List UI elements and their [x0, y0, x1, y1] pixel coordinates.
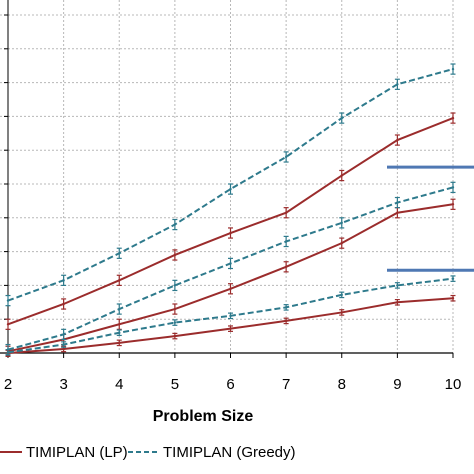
legend-label: TIMIPLAN (Greedy) [163, 444, 296, 461]
data-point [118, 341, 121, 345]
x-tick-label: 4 [115, 376, 123, 393]
data-point [284, 211, 288, 214]
data-point [340, 221, 343, 225]
data-point [6, 323, 10, 326]
series-line [7, 68, 454, 302]
data-point [396, 83, 399, 86]
x-tick-label: 5 [171, 376, 179, 393]
x-tick-label: 8 [338, 376, 346, 393]
data-point [62, 302, 65, 306]
x-axis-title: Problem Size [153, 408, 254, 425]
data-point [229, 231, 232, 235]
data-point [173, 334, 177, 338]
data-point [62, 333, 65, 336]
data-point [62, 279, 65, 282]
x-tick-labels: 2 3 4 5 6 7 8 9 10 [4, 376, 462, 393]
data-point [6, 299, 10, 302]
data-point [284, 265, 288, 269]
data-point [118, 331, 121, 334]
data-point [229, 327, 232, 330]
data-point [340, 311, 343, 314]
series-6 [5, 275, 456, 356]
data-point [396, 201, 399, 204]
series-group [5, 63, 456, 357]
data-point [173, 307, 177, 311]
reference-lines [387, 165, 474, 272]
x-tick-label: 3 [59, 376, 67, 393]
data-point [340, 293, 343, 297]
data-point [451, 297, 455, 300]
legend-item: TIMIPLAN (Greedy) [128, 444, 296, 461]
data-point [229, 287, 232, 290]
data-point [118, 307, 121, 311]
x-tick-label: 6 [226, 376, 234, 393]
data-point [62, 343, 65, 346]
data-point [396, 138, 399, 142]
data-point [284, 319, 288, 323]
x-tick-label: 2 [4, 376, 12, 393]
data-point [229, 262, 232, 265]
data-point [451, 203, 455, 206]
data-point [118, 279, 121, 282]
data-point [173, 321, 177, 324]
x-tick-label: 9 [393, 376, 401, 393]
grid [0, 0, 454, 353]
data-point [340, 174, 343, 177]
data-point [6, 351, 10, 354]
data-point [118, 323, 121, 326]
data-point [229, 187, 232, 191]
series-2 [5, 63, 456, 307]
data-point [451, 186, 455, 189]
data-point [451, 277, 455, 280]
data-point [451, 67, 455, 71]
legend: TIMIPLAN (LP) TIMIPLAN (Greedy) [0, 444, 296, 461]
data-point [229, 314, 232, 318]
data-point [340, 241, 343, 245]
data-point [396, 211, 399, 214]
legend-item: TIMIPLAN (LP) [0, 444, 128, 461]
data-point [284, 306, 288, 309]
series-4 [5, 181, 456, 356]
data-point [284, 155, 288, 159]
data-point [62, 347, 65, 351]
data-point [284, 240, 288, 243]
legend-label: TIMIPLAN (LP) [26, 444, 128, 461]
data-point [173, 253, 177, 257]
series-5 [5, 294, 456, 357]
data-point [451, 116, 455, 120]
data-point [118, 252, 121, 255]
x-tick-label: 7 [282, 376, 290, 393]
x-tick-label: 10 [445, 376, 462, 393]
data-point [396, 301, 399, 304]
series-1 [5, 112, 456, 330]
data-point [173, 223, 177, 226]
data-point [173, 284, 177, 287]
data-point [340, 116, 343, 120]
axes [0, 0, 454, 358]
data-point [396, 284, 399, 287]
